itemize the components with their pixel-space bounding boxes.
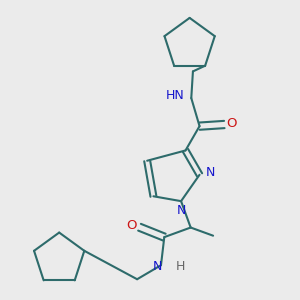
Text: O: O <box>126 219 136 232</box>
Text: N: N <box>206 166 215 178</box>
Text: N: N <box>176 204 186 217</box>
Text: HN: HN <box>165 89 184 102</box>
Text: N: N <box>153 260 162 273</box>
Text: H: H <box>176 260 185 273</box>
Text: O: O <box>226 117 237 130</box>
